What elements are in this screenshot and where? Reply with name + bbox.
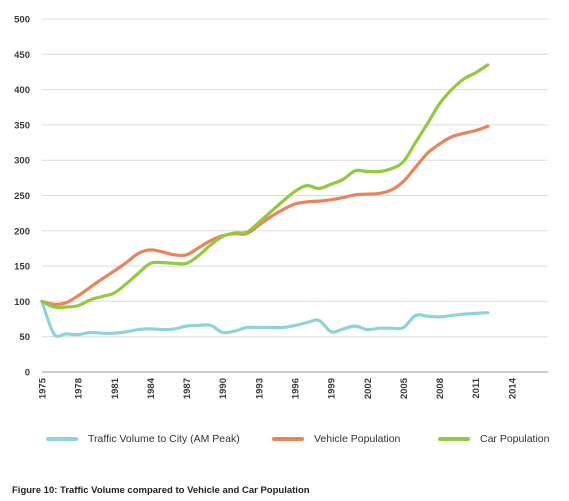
y-tick-label: 250 [14,191,30,202]
x-axis-ticks: 1975 1978 1981 1984 1987 1990 1993 1996 1999 2002… [38,377,519,399]
vehicle-population-line [40,124,490,306]
x-tick-label: 1990 [218,378,229,399]
legend-label-car-population: Car Population [480,433,550,445]
x-tick-label: 1996 [291,378,302,399]
legend-item-vehicle-population: Vehicle Population [272,433,400,445]
x-tick-label: 1987 [182,378,193,399]
x-tick-label: 2005 [399,377,410,399]
traffic-volume-line [40,299,490,338]
y-tick-label: 150 [14,262,30,273]
y-tick-label: 300 [14,156,30,167]
x-tick-label: 2011 [471,377,482,398]
x-tick-label: 1984 [146,377,157,399]
x-tick-label: 1993 [254,378,265,399]
y-tick-label: 450 [14,50,30,61]
gridlines [42,18,548,373]
y-tick-label: 200 [14,226,30,237]
series-lines [40,63,490,338]
legend-swatch-vehicle-population [272,437,304,441]
x-tick-label: 1999 [327,378,338,399]
x-tick-label: 1975 [38,377,49,399]
y-tick-label: 100 [14,297,30,308]
y-tick-label: 500 [14,15,30,26]
car-population-line [40,63,490,310]
figure-caption: Figure 10: Traffic Volume compared to Ve… [12,485,310,496]
x-tick-label: 2002 [363,378,374,399]
y-tick-label: 50 [19,332,30,343]
x-tick-label: 2008 [435,378,446,399]
legend-item-traffic-volume: Traffic Volume to City (AM Peak) [46,433,240,445]
y-axis-ticks: 0 50 100 150 200 250 300 350 400 450 500 [14,15,30,379]
x-tick-label: 1981 [110,377,121,399]
x-tick-label: 1978 [74,378,85,399]
legend-item-car-population: Car Population [438,433,549,445]
y-tick-label: 350 [14,120,30,131]
legend-swatch-car-population [438,437,470,441]
x-tick-label: 2014 [507,377,518,399]
legend-label-vehicle-population: Vehicle Population [314,433,401,445]
y-tick-label: 0 [25,368,30,379]
legend: Traffic Volume to City (AM Peak) Vehicle… [0,433,569,453]
legend-label-traffic-volume: Traffic Volume to City (AM Peak) [88,433,240,445]
legend-swatch-traffic-volume [46,437,78,441]
y-tick-label: 400 [14,85,30,96]
